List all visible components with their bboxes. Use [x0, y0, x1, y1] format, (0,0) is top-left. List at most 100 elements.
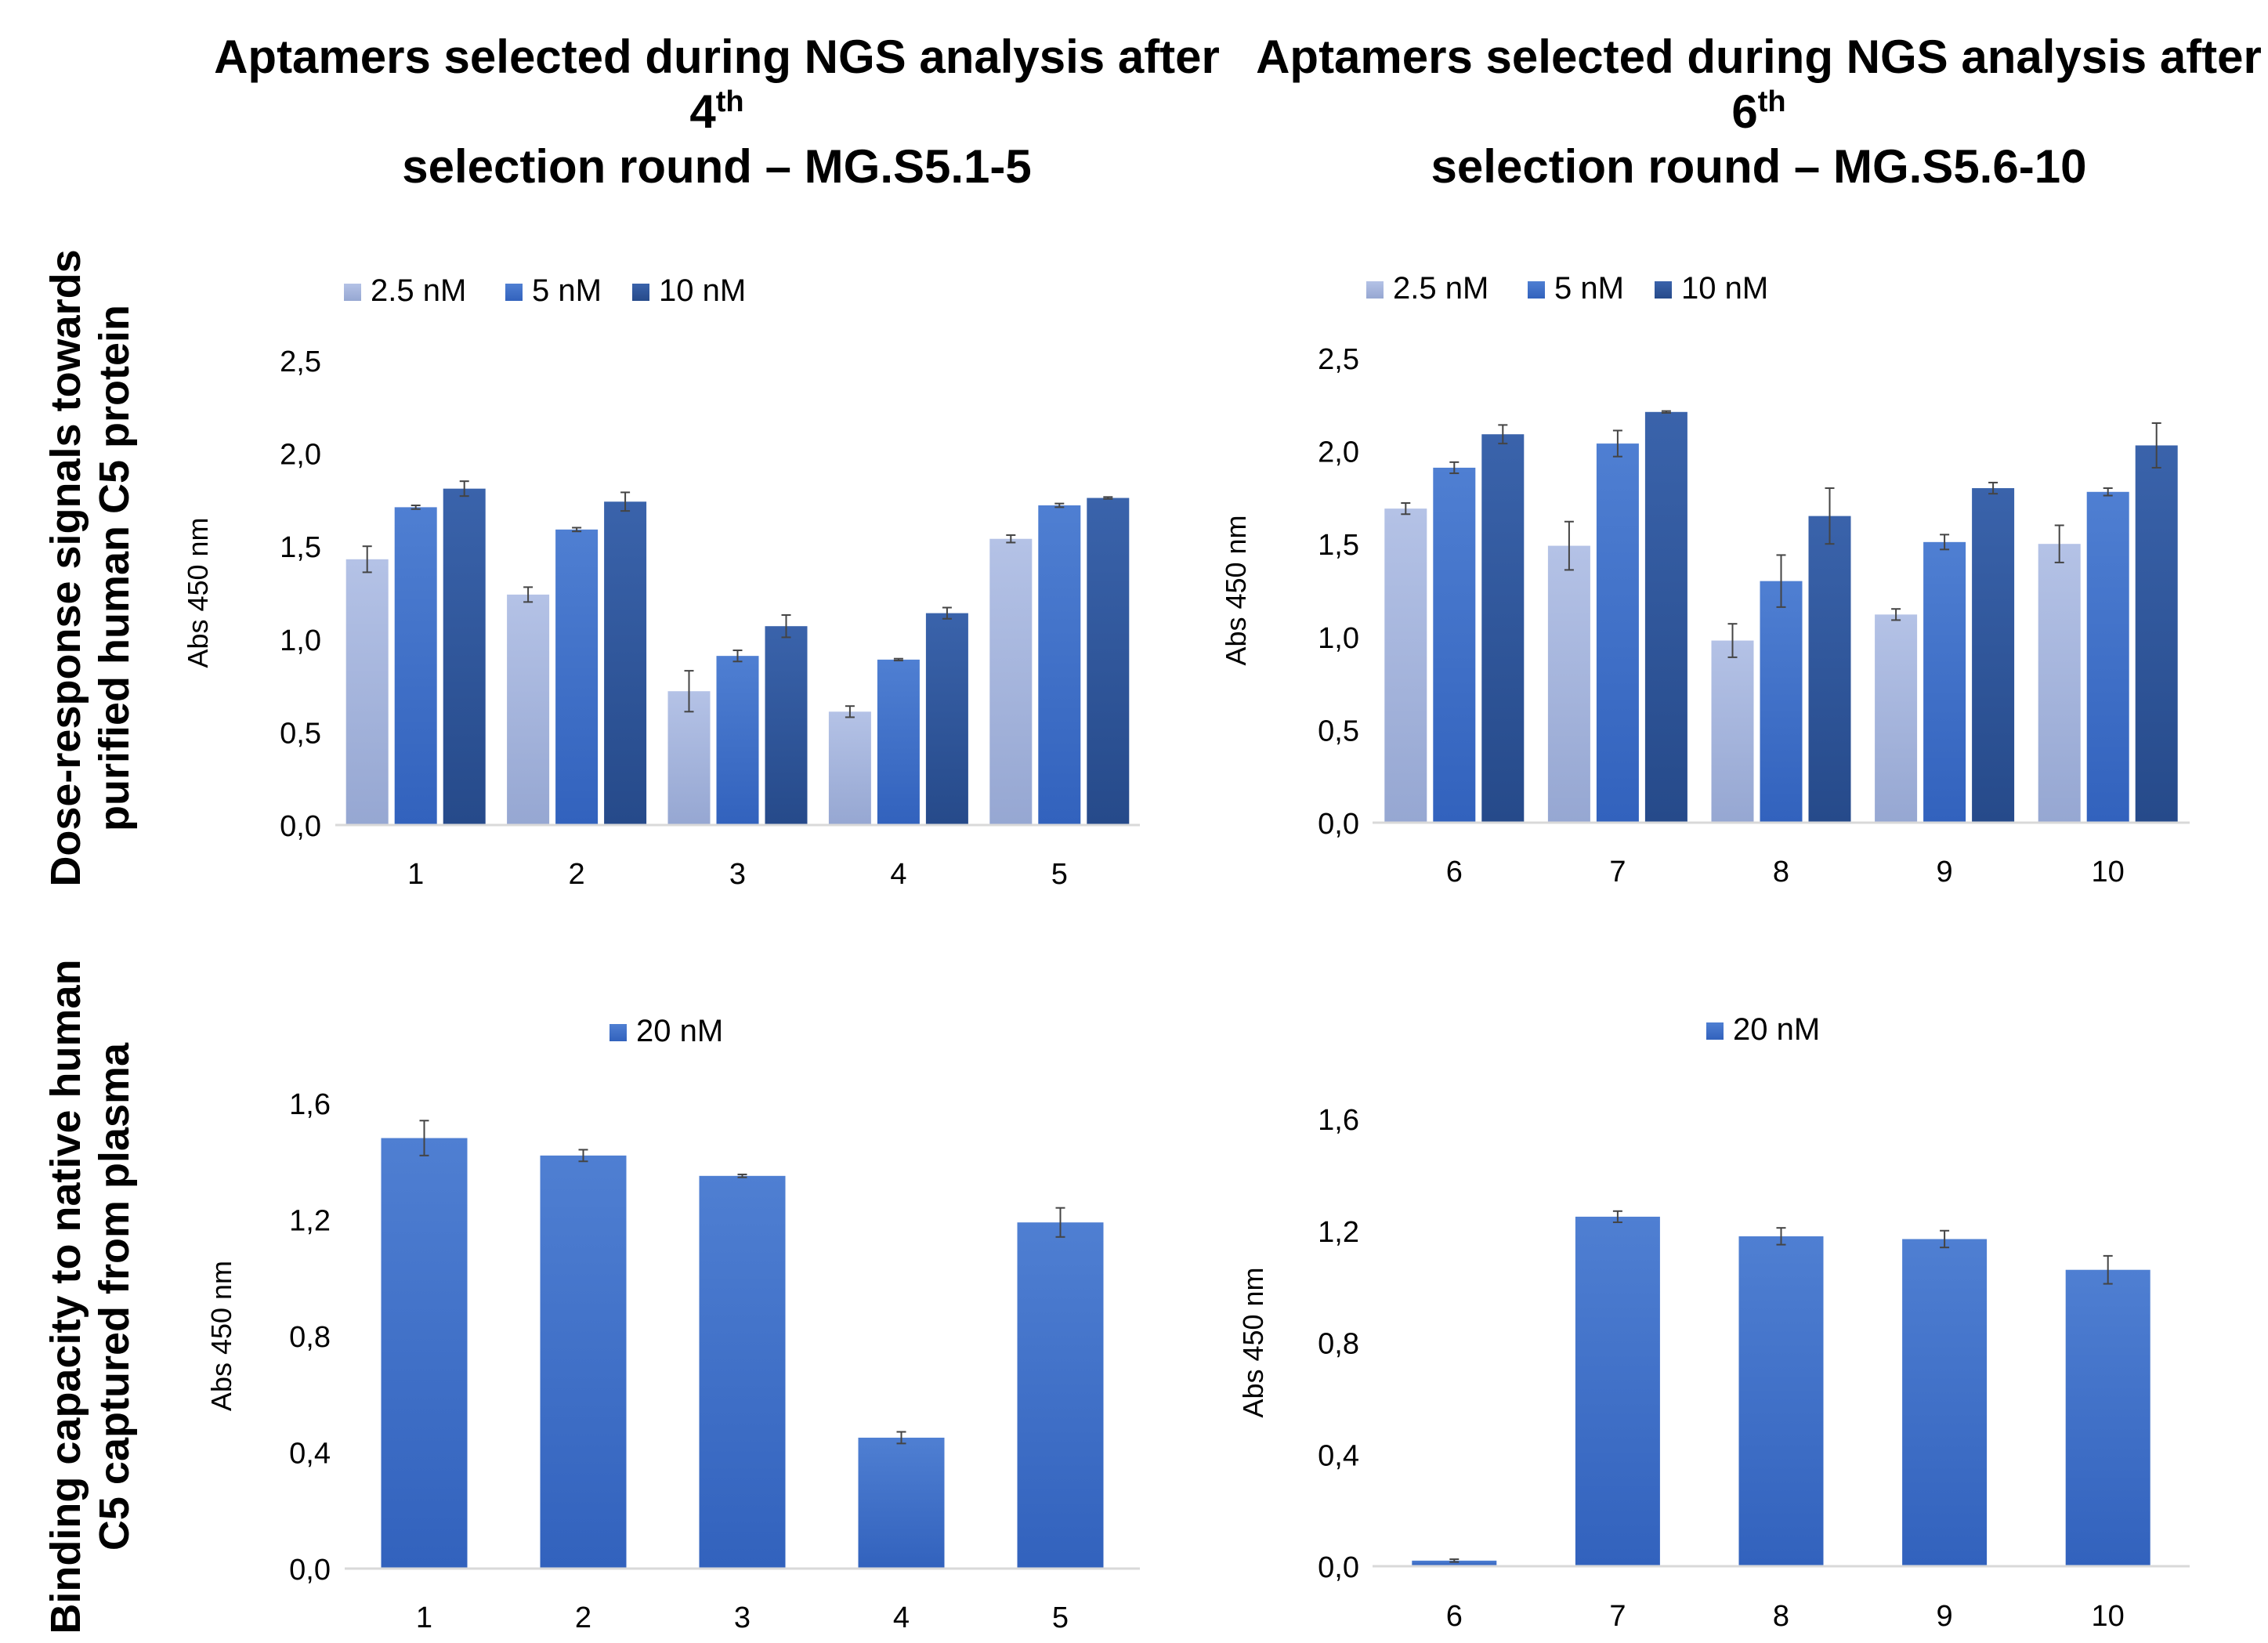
right-title-main: Aptamers selected during NGS analysis af… [1256, 31, 2262, 138]
bar [877, 659, 920, 825]
bar [394, 507, 437, 825]
bar [1711, 640, 1754, 823]
category-label: 2 [569, 858, 585, 891]
y-tick-label: 0,4 [289, 1438, 331, 1471]
bar [1412, 1560, 1497, 1566]
bar [1902, 1239, 1988, 1566]
category-label: 1 [416, 1601, 432, 1634]
y-tick-label: 0,4 [1318, 1439, 1359, 1472]
bar [507, 594, 550, 825]
y-tick-label: 1,5 [280, 531, 321, 564]
category-label: 7 [1609, 1600, 1626, 1633]
bar [2135, 445, 2178, 823]
y-tick-label: 1,5 [1318, 529, 1359, 562]
legend-swatch [344, 284, 361, 301]
category-label: 4 [893, 1601, 910, 1634]
legend-label: 5 nM [532, 273, 602, 308]
bar [1481, 434, 1525, 823]
bar [716, 656, 759, 825]
bar [858, 1437, 945, 1569]
legend-label: 20 nM [1733, 1012, 1820, 1047]
category-label: 10 [2092, 856, 2125, 888]
category-label: 8 [1773, 856, 1789, 888]
y-axis-label: Abs 450 nm [1237, 1267, 1269, 1417]
bar [1384, 508, 1427, 823]
bar [1760, 581, 1803, 823]
right-title-line2: selection round – MG.S5.6-10 [1431, 140, 2087, 193]
y-tick-label: 1,0 [1318, 622, 1359, 655]
bar [1738, 1236, 1824, 1566]
bar [1575, 1216, 1660, 1566]
y-tick-label: 1,2 [289, 1205, 331, 1238]
category-label: 2 [575, 1601, 591, 1634]
bar [925, 613, 968, 825]
legend-swatch [1366, 281, 1384, 299]
y-tick-label: 0,0 [1318, 1551, 1359, 1584]
y-tick-label: 1,6 [289, 1088, 331, 1121]
bar [381, 1138, 468, 1569]
y-axis-label: Abs 450 nm [1220, 515, 1252, 665]
bar [1017, 1222, 1104, 1569]
legend-label: 5 nM [1554, 271, 1624, 306]
bar [989, 538, 1033, 825]
y-tick-label: 0,0 [289, 1554, 331, 1587]
y-tick-label: 0,5 [280, 717, 321, 750]
bar [443, 488, 486, 825]
category-label: 6 [1446, 856, 1463, 888]
bar [699, 1175, 786, 1569]
y-tick-label: 1,6 [1318, 1104, 1359, 1137]
bar [1875, 614, 1918, 823]
y-tick-label: 1,0 [280, 624, 321, 657]
legend-swatch [1655, 281, 1672, 299]
bar [828, 711, 871, 825]
category-label: 7 [1609, 856, 1626, 888]
category-label: 9 [1937, 856, 1953, 888]
bar [667, 691, 711, 825]
legend-swatch [505, 284, 523, 301]
category-label: 4 [890, 858, 906, 891]
legend-swatch [610, 1024, 627, 1041]
category-label: 5 [1052, 1601, 1069, 1634]
bar [1972, 488, 2015, 823]
bar [2065, 1269, 2150, 1566]
y-tick-label: 0,0 [280, 810, 321, 843]
bar [1644, 411, 1687, 823]
legend-label: 10 nM [659, 273, 746, 308]
bar [2086, 491, 2129, 823]
legend-label: 2.5 nM [1393, 271, 1488, 306]
left-title-sup: th [715, 85, 744, 118]
legend-label: 20 nM [636, 1014, 723, 1048]
category-label: 5 [1051, 858, 1068, 891]
bar [1547, 545, 1590, 823]
bar [2038, 544, 2081, 823]
bar [1808, 516, 1851, 823]
bar [1433, 467, 1476, 823]
right-title-sup: th [1757, 85, 1786, 118]
legend-swatch [1528, 281, 1545, 299]
category-label: 3 [734, 1601, 751, 1634]
y-tick-label: 2,5 [280, 346, 321, 378]
y-axis-label: Abs 450 nm [182, 517, 214, 668]
legend-swatch [1706, 1022, 1724, 1040]
left-title-line2: selection round – MG.S5.1-5 [402, 140, 1032, 193]
bar [1596, 443, 1639, 823]
right-column-title: Aptamers selected during NGS analysis af… [1238, 30, 2268, 194]
y-tick-label: 2,5 [1318, 343, 1359, 376]
y-tick-label: 0,0 [1318, 808, 1359, 841]
y-tick-label: 0,8 [289, 1321, 331, 1354]
bar [1038, 505, 1081, 825]
bar [604, 501, 647, 825]
legend-label: 10 nM [1681, 271, 1768, 306]
left-title-main: Aptamers selected during NGS analysis af… [214, 31, 1220, 138]
y-tick-label: 0,5 [1318, 715, 1359, 747]
y-tick-label: 2,0 [1318, 436, 1359, 469]
y-tick-label: 1,2 [1318, 1216, 1359, 1249]
left-column-title: Aptamers selected during NGS analysis af… [196, 30, 1238, 194]
bar [540, 1155, 627, 1569]
category-label: 6 [1446, 1600, 1463, 1633]
y-tick-label: 2,0 [280, 439, 321, 472]
